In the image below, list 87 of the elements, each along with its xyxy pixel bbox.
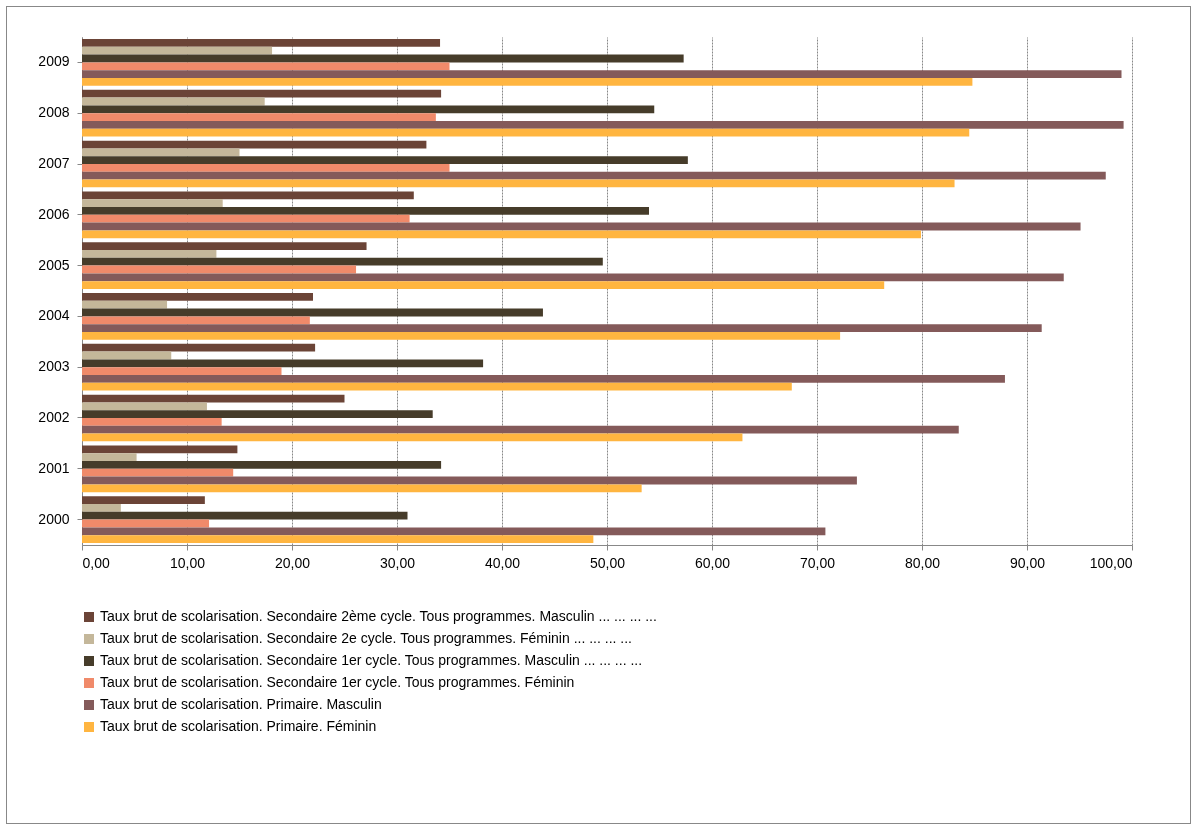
bar: [82, 222, 1081, 231]
bar: [82, 105, 655, 114]
legend-label: Taux brut de scolarisation. Secondaire 2e cycle. Tous programmes. Féminin ... ... ... ...: [100, 630, 632, 646]
bar: [82, 120, 1124, 129]
bar: [82, 214, 410, 223]
bar: [82, 171, 1106, 180]
x-tick-label: 90,00: [1009, 554, 1046, 571]
bar: [82, 402, 207, 411]
y-tick-label: 2002: [38, 409, 70, 425]
y-tick-label: 2000: [38, 510, 70, 527]
bar: [82, 156, 688, 164]
bar: [82, 519, 210, 528]
x-tick-label: 100,00: [1089, 554, 1133, 571]
bar: [82, 191, 414, 200]
x-tick-label: 50,00: [589, 554, 626, 571]
bar: [82, 418, 222, 426]
bar: [82, 374, 1005, 383]
bar: [82, 382, 792, 391]
bar: [82, 97, 265, 106]
bar: [82, 250, 217, 258]
bar: [82, 331, 841, 340]
legend-label: Taux brut de scolarisation. Primaire. Féminin: [100, 718, 377, 734]
y-tick-label: 2009: [38, 53, 70, 70]
legend-label: Taux brut de scolarisation. Secondaire 1er cycle. Tous programmes. Féminin: [100, 674, 575, 690]
bar: [82, 445, 238, 454]
x-tick-label: 30,00: [379, 554, 416, 571]
bar: [82, 199, 223, 208]
bar: [82, 410, 433, 418]
legend-label: Taux brut de scolarisation. Primaire. Masculin: [100, 696, 382, 712]
bar: [82, 39, 441, 47]
bar: [82, 511, 408, 520]
bar: [82, 46, 273, 55]
bar: [82, 148, 240, 157]
bar: [82, 484, 642, 493]
bar: [82, 140, 427, 149]
bar: [82, 242, 367, 251]
bar: [82, 453, 137, 462]
bar: [82, 394, 345, 403]
y-tick-label: 2003: [38, 358, 70, 375]
bar: [82, 433, 743, 442]
y-tick-label: 2004: [38, 307, 70, 324]
x-tick-label: 10,00: [169, 554, 206, 571]
bar: [82, 468, 234, 477]
x-tick-label: 0,00: [82, 554, 110, 571]
bar: [82, 300, 168, 309]
bar: [82, 54, 684, 63]
bar: [82, 535, 594, 543]
bar: [82, 62, 450, 71]
bar: [82, 476, 857, 485]
bar: [82, 316, 310, 325]
bar: [82, 293, 313, 301]
bar: [82, 128, 970, 137]
bar: [82, 496, 205, 505]
bar: [82, 281, 885, 289]
y-tick-label: 2005: [38, 256, 70, 273]
bar: [82, 164, 450, 172]
bar: [82, 351, 172, 360]
x-tick-label: 80,00: [904, 554, 941, 571]
legend-label: Taux brut de scolarisation. Secondaire 2ème cycle. Tous programmes. Masculin ... ... ... ...: [100, 608, 657, 624]
bar: [82, 113, 436, 121]
bar: [82, 257, 603, 266]
x-tick-label: 60,00: [694, 554, 731, 571]
bar: [82, 230, 921, 239]
bar: [82, 359, 484, 368]
bar: [82, 343, 316, 352]
bar: [82, 70, 1122, 78]
x-tick-label: 70,00: [799, 554, 836, 571]
bar: [82, 367, 282, 375]
bar: [82, 273, 1064, 282]
bar: [82, 527, 826, 536]
y-tick-label: 2008: [38, 104, 70, 121]
x-tick-label: 20,00: [274, 554, 311, 571]
bar: [82, 461, 442, 469]
legend-label: Taux brut de scolarisation. Secondaire 1er cycle. Tous programmes. Masculin ... ... ... ...: [100, 652, 643, 668]
bar: [82, 504, 121, 512]
bar: [82, 324, 1042, 332]
bar: [82, 207, 649, 215]
bar: [82, 308, 543, 317]
y-tick-label: 2006: [38, 205, 70, 222]
bar: [82, 89, 442, 98]
y-tick-label: 2001: [38, 459, 70, 476]
y-tick-label: 2007: [38, 155, 70, 171]
bar: [82, 179, 955, 188]
bar: [82, 425, 959, 434]
bar: [82, 77, 973, 86]
x-tick-label: 40,00: [484, 554, 521, 571]
bar: [82, 265, 357, 274]
